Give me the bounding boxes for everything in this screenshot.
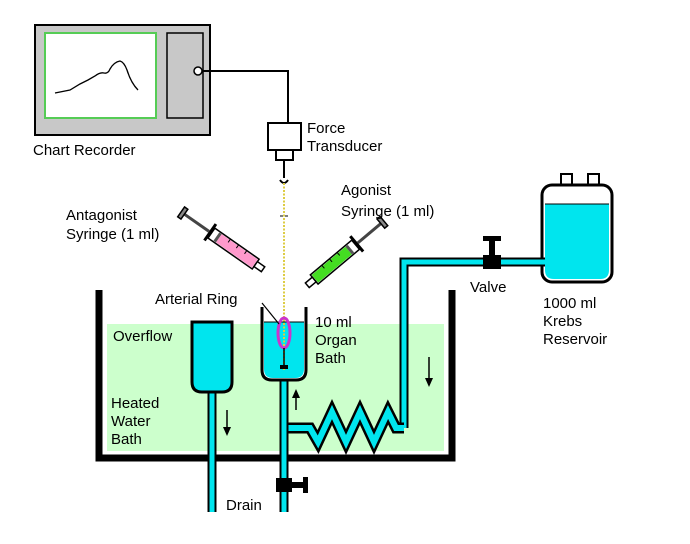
water-bath-wall	[95, 290, 456, 462]
reservoir-fluid	[545, 204, 609, 279]
agonist-flange	[349, 235, 365, 253]
agonist-syringe	[304, 215, 389, 289]
agonist-plunger-rod	[356, 222, 382, 245]
drain-tap-stem	[292, 482, 304, 488]
agonist-syringe-label: Agonist Syringe (1 ml)	[341, 182, 434, 220]
antagonist-fluid	[215, 234, 258, 268]
antagonist-tip	[252, 260, 266, 273]
chart-recorder-label: Chart Recorder	[33, 142, 136, 159]
agonist-tip	[304, 276, 318, 289]
antagonist-syringe	[176, 205, 266, 273]
ring-anchor	[280, 365, 288, 369]
up-arrow-icon	[292, 389, 300, 410]
force-transducer	[267, 122, 302, 184]
antagonist-syringe-label: Antagonist Syringe (1 ml)	[66, 207, 159, 243]
transducer-body	[267, 122, 302, 151]
overflow-label: Overflow	[113, 328, 172, 345]
antagonist-plunger-head	[176, 205, 189, 221]
antagonist-plunger-seal	[213, 232, 222, 243]
reservoir-label: 1000 ml Krebs Reservoir	[543, 295, 607, 348]
chart-recorder	[34, 24, 211, 136]
arterial-ring-pointer	[261, 302, 280, 325]
valve-stem	[489, 240, 495, 255]
drain-tap-body	[276, 478, 292, 492]
arterial-ring-label: Arterial Ring	[155, 291, 238, 308]
krebs-reservoir	[540, 173, 614, 284]
overflow-vessel	[190, 320, 234, 512]
heating-coil	[287, 398, 404, 456]
recorder-input-jack	[193, 66, 203, 76]
antagonist-plunger-rod	[183, 212, 210, 233]
valve-body	[483, 255, 501, 269]
recorder-screen	[44, 32, 157, 119]
valve-handle	[483, 236, 501, 241]
drain-tap-handle	[303, 477, 308, 493]
down-arrow-icon	[425, 357, 433, 387]
organ-bath-label: 10 ml Organ Bath	[315, 314, 361, 367]
agonist-plunger-head	[375, 215, 389, 230]
drain-tap	[276, 477, 308, 493]
drain-label: Drain	[226, 497, 262, 514]
flow-arrows	[223, 357, 433, 436]
heated-water-bath-label: Heated Water Bath	[111, 395, 164, 448]
force-transducer-label: Force Transducer	[307, 120, 382, 155]
organ-bath	[260, 183, 308, 382]
transducer-stem	[275, 149, 294, 161]
trace-line	[54, 60, 139, 94]
agonist-plunger-seal	[345, 244, 355, 255]
transducer-hook	[279, 179, 289, 184]
agonist-fluid	[311, 246, 352, 283]
valve	[483, 236, 501, 269]
valve-label: Valve	[470, 279, 506, 296]
antagonist-flange	[203, 223, 218, 242]
down-arrow-icon	[223, 410, 231, 436]
transducer-cable	[202, 70, 289, 124]
